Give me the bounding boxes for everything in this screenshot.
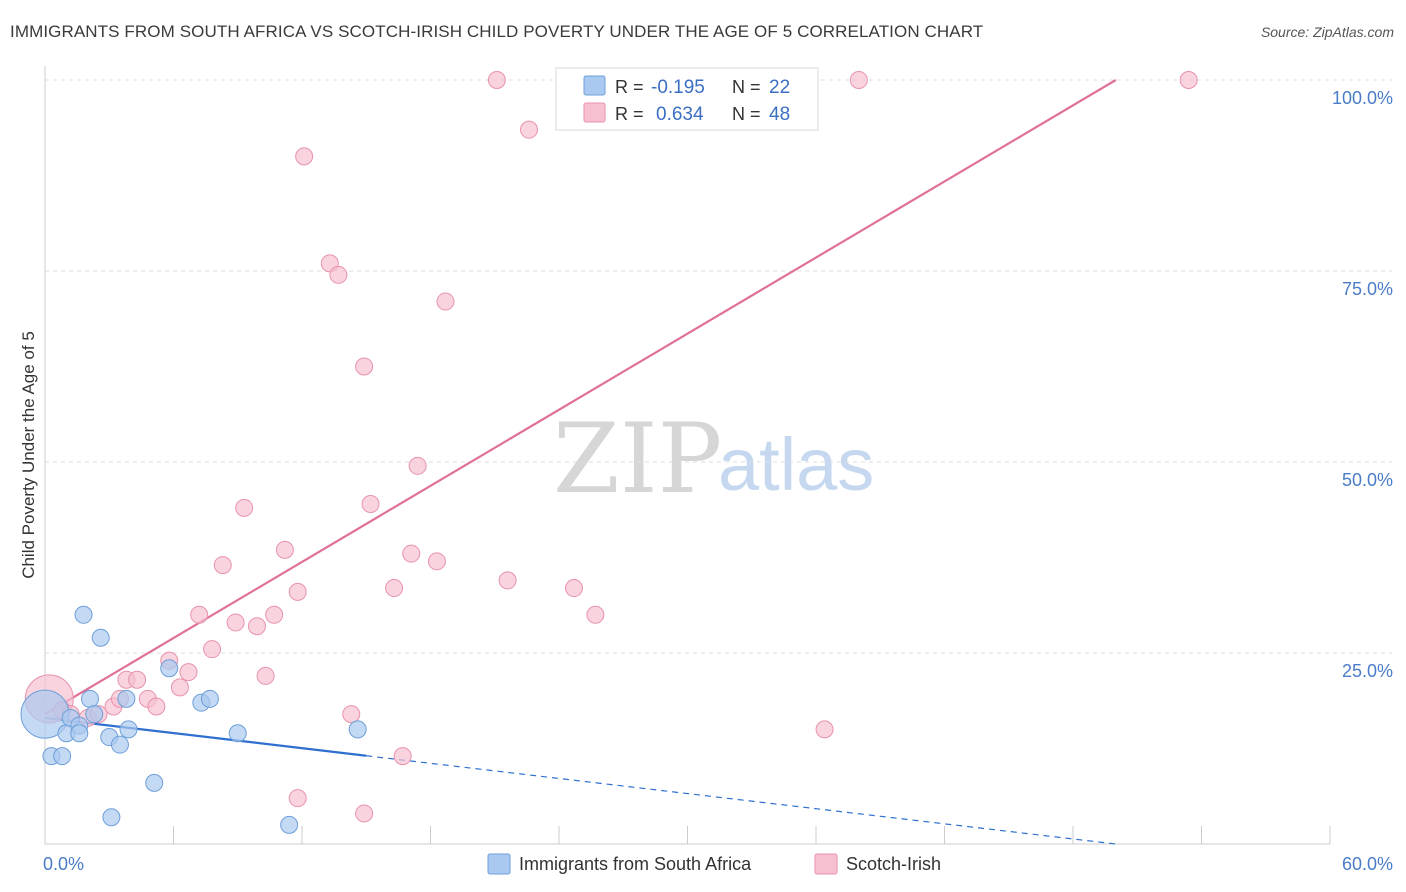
x-tick-label-min: 0.0%	[43, 854, 84, 874]
stats-legend: R = -0.195 N = 22 R = 0.634 N = 48	[555, 67, 819, 131]
y-tick-label-100: 100.0%	[1332, 88, 1393, 108]
legend-r-value-1: -0.195	[651, 77, 705, 98]
scotch-irish-point-19	[248, 617, 267, 636]
south-africa-point-9	[85, 705, 104, 724]
tick-labels: 100.0% 75.0% 50.0% 25.0% 0.0% 60.0%	[43, 88, 1393, 874]
scotch-irish-point-12	[170, 678, 189, 697]
series-legend: Immigrants from South Africa Scotch-Iris…	[487, 853, 941, 875]
y-tick-label-75: 75.0%	[1342, 279, 1393, 299]
scotch-irish-point-32	[385, 579, 404, 598]
scotch-irish-point-23	[288, 789, 307, 808]
scotch-irish-point-10	[147, 697, 166, 716]
scotch-irish-point-13	[179, 663, 198, 682]
south-africa-point-2	[53, 747, 72, 766]
scotch-irish-point-37	[436, 292, 455, 311]
scotch-irish-point-30	[355, 357, 374, 376]
south-africa-point-7	[74, 605, 93, 624]
scotch-irish-point-29	[355, 804, 374, 823]
legend-swatch-scotch-irish	[583, 102, 606, 123]
bottom-legend-swatch-south-africa	[487, 853, 511, 875]
scotch-irish-point-41	[564, 579, 583, 598]
south-africa-point-14	[117, 689, 136, 708]
legend-r-label-1: R =	[615, 77, 644, 97]
trend-line-scotch-irish	[44, 79, 1117, 716]
scotch-irish-point-15	[203, 640, 222, 659]
scotch-irish-point-39	[498, 571, 517, 590]
watermark: ZIP atlas	[553, 403, 874, 515]
bottom-legend-label-scotch-irish: Scotch-Irish	[846, 854, 941, 874]
scotch-irish-point-20	[256, 666, 275, 685]
legend-swatch-south-africa	[583, 75, 606, 96]
legend-r-value-2: 0.634	[656, 104, 704, 125]
scotch-irish-point-27	[329, 265, 348, 284]
legend-n-label-2: N =	[732, 104, 761, 124]
scotch-irish-point-18	[235, 498, 254, 517]
watermark-zip: ZIP	[553, 403, 722, 515]
scotch-irish-point-34	[402, 544, 421, 563]
bottom-legend-label-south-africa: Immigrants from South Africa	[519, 854, 752, 874]
legend-n-value-2: 48	[769, 104, 790, 125]
south-africa-point-21	[280, 815, 299, 834]
scotch-irish-point-43	[815, 720, 834, 739]
south-africa-point-8	[80, 689, 99, 708]
south-africa-point-17	[160, 659, 179, 678]
y-tick-label-25: 25.0%	[1342, 661, 1393, 681]
y-tick-label-50: 50.0%	[1342, 470, 1393, 490]
south-africa-point-19	[200, 689, 219, 708]
chart-title: IMMIGRANTS FROM SOUTH AFRICA VS SCOTCH-I…	[10, 22, 984, 41]
south-africa-point-13	[110, 735, 129, 754]
scotch-irish-point-24	[288, 582, 307, 601]
series-south-africa-points	[20, 605, 367, 834]
scotch-irish-point-44	[849, 71, 868, 89]
scotch-irish-point-16	[213, 556, 232, 575]
south-africa-point-20	[228, 724, 247, 743]
source-credit: Source: ZipAtlas.com	[1260, 24, 1394, 40]
grid-lines	[45, 79, 1392, 654]
scotch-irish-point-31	[361, 495, 380, 514]
scotch-irish-point-21	[265, 605, 284, 624]
scotch-irish-point-40	[520, 120, 539, 139]
south-africa-point-16	[145, 773, 164, 792]
scotch-irish-point-33	[393, 747, 412, 766]
south-africa-point-12	[102, 808, 121, 827]
scotch-irish-point-28	[342, 705, 361, 724]
scotch-irish-point-38	[487, 71, 506, 89]
scotch-irish-point-25	[295, 147, 314, 166]
trend-line-south-africa	[44, 716, 367, 757]
bottom-legend-swatch-scotch-irish	[814, 853, 838, 875]
legend-n-label-1: N =	[732, 77, 761, 97]
legend-n-value-1: 22	[769, 77, 790, 98]
south-africa-point-15	[119, 720, 138, 739]
trend-lines	[44, 79, 1117, 845]
x-tick-label-max: 60.0%	[1342, 854, 1393, 874]
scotch-irish-point-36	[427, 552, 446, 571]
south-africa-point-22	[348, 720, 367, 739]
scotch-irish-point-17	[226, 613, 245, 632]
south-africa-point-6	[70, 724, 89, 743]
trend-line-south-africa-extension	[366, 755, 1116, 845]
scotch-irish-point-22	[275, 540, 294, 559]
y-axis-label: Child Poverty Under the Age of 5	[19, 331, 38, 579]
south-africa-point-10	[91, 628, 110, 647]
watermark-atlas: atlas	[718, 423, 874, 506]
scotch-irish-point-42	[586, 605, 605, 624]
scotch-irish-point-35	[408, 456, 427, 475]
scotch-irish-point-45	[1179, 71, 1198, 89]
scotch-irish-point-14	[190, 605, 209, 624]
legend-r-label-2: R =	[615, 104, 644, 124]
scotch-irish-point-8	[128, 670, 147, 689]
